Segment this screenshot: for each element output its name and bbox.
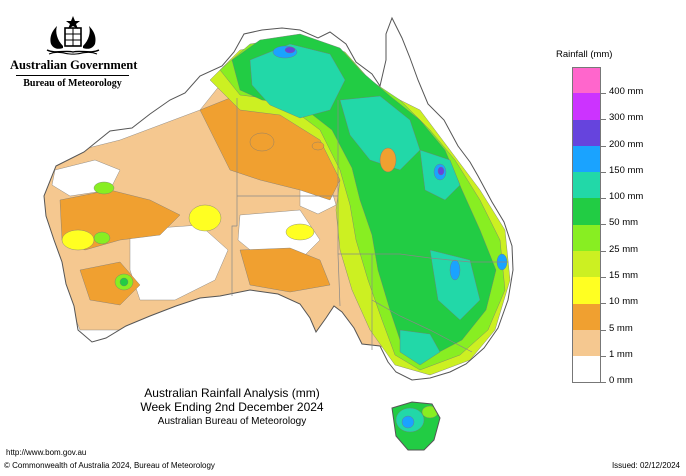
legend-label: 150 mm bbox=[609, 164, 644, 176]
issued-date: Issued: 02/12/2024 bbox=[611, 461, 680, 470]
legend-swatch bbox=[572, 356, 601, 383]
coat-of-arms-icon bbox=[46, 16, 99, 55]
legend-label: 100 mm bbox=[609, 191, 644, 203]
legend-item: 50 mm bbox=[572, 198, 682, 228]
rainfall-legend: 400 mm 300 mm 200 mm 150 mm 100 mm 50 mm 25 mm… bbox=[572, 67, 682, 386]
legend-swatch bbox=[572, 329, 601, 357]
legend-item: 400 mm bbox=[572, 67, 682, 97]
legend-label: 5 mm bbox=[609, 322, 633, 334]
two-hundred-mm-zone bbox=[437, 166, 445, 176]
legend-item: 200 mm bbox=[572, 119, 682, 150]
five-mm-zone bbox=[379, 147, 397, 173]
legend-tick bbox=[601, 250, 606, 252]
ten-mm-zone bbox=[188, 204, 222, 232]
legend-swatch bbox=[572, 303, 601, 330]
legend-item: 5 mm bbox=[572, 303, 682, 334]
legend-tick bbox=[601, 119, 606, 121]
legend-item: 100 mm bbox=[572, 172, 682, 202]
tasmania-coastline bbox=[391, 401, 441, 451]
fifty-mm-zone bbox=[119, 277, 129, 287]
hundred-fifty-mm-zone bbox=[449, 259, 461, 281]
legend-tick bbox=[601, 198, 606, 200]
legend-item: 150 mm bbox=[572, 145, 682, 176]
five-mm-zone bbox=[311, 141, 325, 151]
legend-swatch bbox=[572, 198, 601, 225]
map-subtitle: Week Ending 2nd December 2024 bbox=[140, 400, 324, 414]
copyright-notice: © Commonwealth of Australia 2024, Bureau… bbox=[4, 461, 215, 470]
legend-tick bbox=[601, 171, 606, 173]
legend-swatch bbox=[572, 93, 601, 120]
tas-twenty-five-mm-zone bbox=[421, 405, 439, 419]
legend-swatch bbox=[572, 277, 601, 304]
ten-mm-zone bbox=[61, 229, 95, 251]
logo-divider bbox=[16, 75, 129, 76]
legend-tick bbox=[601, 329, 606, 331]
legend-swatch bbox=[572, 172, 601, 199]
legend-swatch bbox=[572, 251, 601, 278]
legend-tick bbox=[601, 382, 606, 384]
legend-tick bbox=[601, 355, 606, 357]
tas-hundred-fifty-mm-zone bbox=[401, 415, 415, 429]
legend-item: 1 mm bbox=[572, 329, 682, 360]
twenty-five-mm-zone bbox=[93, 231, 111, 245]
hundred-mm-zone bbox=[399, 329, 441, 366]
five-mm-zone bbox=[249, 132, 275, 152]
bom-url-link[interactable]: http://www.bom.gov.au bbox=[6, 448, 87, 457]
legend-label: 300 mm bbox=[609, 112, 644, 124]
legend-label: 50 mm bbox=[609, 217, 639, 229]
legend-label: 200 mm bbox=[609, 138, 644, 150]
two-hundred-mm-zone bbox=[284, 46, 296, 54]
hundred-mm-zone bbox=[429, 249, 481, 321]
five-mm-zone bbox=[239, 247, 331, 293]
legend-item: 10 mm bbox=[572, 277, 682, 307]
legend-tick bbox=[601, 303, 606, 305]
legend-swatch bbox=[572, 145, 601, 173]
twenty-five-mm-zone bbox=[93, 181, 115, 195]
state-borders bbox=[231, 98, 508, 353]
legend-label: 10 mm bbox=[609, 296, 639, 308]
legend-tick bbox=[601, 145, 606, 147]
hundred-mm-zone bbox=[249, 43, 346, 119]
legend-title: Rainfall (mm) bbox=[556, 49, 613, 60]
legend-label: 15 mm bbox=[609, 270, 639, 282]
legend-label: 1 mm bbox=[609, 348, 633, 360]
legend-label: 0 mm bbox=[609, 375, 633, 387]
legend-swatch bbox=[572, 224, 601, 252]
hundred-mm-zone bbox=[339, 95, 421, 171]
map-agency: Australian Bureau of Meteorology bbox=[157, 416, 307, 427]
mainland-coastline bbox=[43, 16, 514, 381]
legend-item: 15 mm bbox=[572, 251, 682, 281]
legend-tick bbox=[601, 224, 606, 226]
government-name: Australian Government bbox=[10, 58, 138, 72]
legend-swatch bbox=[572, 67, 601, 94]
government-logo: Australian Government Bureau of Meteorol… bbox=[10, 14, 138, 89]
legend-item: 300 mm bbox=[572, 93, 682, 123]
legend-tick bbox=[601, 93, 606, 94]
legend-label: 400 mm bbox=[609, 86, 644, 97]
map-title-block: Australian Rainfall Analysis (mm) Week E… bbox=[108, 386, 356, 428]
map-title: Australian Rainfall Analysis (mm) bbox=[144, 386, 320, 400]
legend-item: 25 mm bbox=[572, 224, 682, 255]
five-mm-zone bbox=[79, 261, 141, 306]
legend-swatch bbox=[572, 119, 601, 146]
legend-tick bbox=[601, 277, 606, 279]
ten-mm-zone bbox=[285, 223, 315, 241]
legend-label: 25 mm bbox=[609, 243, 639, 255]
legend-item: 0 mm bbox=[572, 356, 682, 386]
bureau-name: Bureau of Meteorology bbox=[23, 78, 122, 89]
fifty-mm-zone bbox=[231, 33, 497, 359]
